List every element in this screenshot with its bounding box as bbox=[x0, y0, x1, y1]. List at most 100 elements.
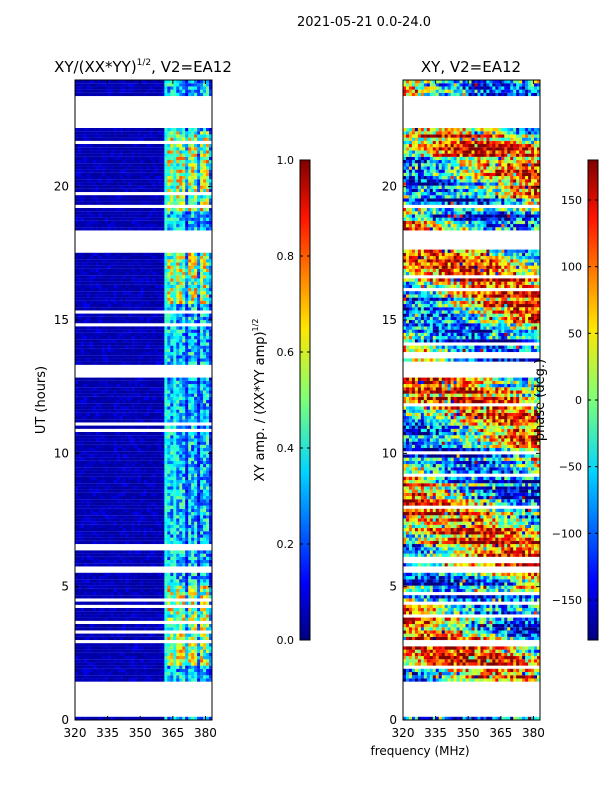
heatmap-cell bbox=[116, 572, 120, 577]
heatmap-cell bbox=[176, 339, 180, 343]
heatmap-cell bbox=[134, 393, 138, 397]
heatmap-cell bbox=[167, 675, 171, 679]
heatmap-cell bbox=[152, 358, 156, 362]
heatmap-cell bbox=[131, 307, 135, 311]
heatmap-cell bbox=[80, 608, 85, 612]
heatmap-cell bbox=[110, 470, 115, 474]
heatmap-cell bbox=[125, 646, 129, 650]
heatmap-cell bbox=[158, 649, 162, 653]
heatmap-cell bbox=[158, 320, 162, 324]
heatmap-cell bbox=[209, 480, 212, 484]
heatmap-cell bbox=[152, 486, 156, 490]
heatmap-cell bbox=[170, 496, 174, 500]
heatmap-cell bbox=[98, 662, 103, 666]
heatmap-cell bbox=[128, 451, 132, 455]
heatmap-cell bbox=[75, 476, 79, 481]
heatmap-cell bbox=[200, 409, 204, 413]
heatmap-cell bbox=[134, 505, 138, 509]
heatmap-cell bbox=[98, 508, 103, 513]
heatmap-cell bbox=[86, 576, 91, 580]
heatmap-cell bbox=[149, 329, 153, 333]
heatmap-cell bbox=[167, 656, 171, 660]
heatmap-cell bbox=[116, 553, 120, 557]
heatmap-cell bbox=[107, 291, 112, 295]
heatmap-cell bbox=[125, 636, 129, 641]
heatmap-cell bbox=[77, 502, 82, 506]
heatmap-cell bbox=[188, 451, 192, 455]
heatmap-cell bbox=[92, 297, 97, 301]
heatmap-cell bbox=[125, 528, 129, 532]
heatmap-cell bbox=[107, 390, 112, 394]
heatmap-cell bbox=[182, 377, 186, 381]
heatmap-cell bbox=[80, 512, 85, 516]
heatmap-cell bbox=[155, 412, 159, 417]
heatmap-cell bbox=[158, 300, 162, 305]
heatmap-cell bbox=[143, 524, 147, 529]
heatmap-cell bbox=[95, 531, 100, 535]
heatmap-cell bbox=[209, 524, 212, 529]
heatmap-cell bbox=[182, 313, 186, 317]
heatmap-cell bbox=[122, 304, 126, 308]
heatmap-cell bbox=[170, 528, 174, 532]
heatmap-cell bbox=[203, 444, 207, 449]
heatmap-cell bbox=[98, 627, 103, 631]
heatmap-cell bbox=[77, 505, 82, 509]
heatmap-cell bbox=[89, 464, 94, 468]
heatmap-cell bbox=[122, 297, 126, 301]
heatmap-cell bbox=[104, 297, 109, 301]
heatmap-cell bbox=[152, 361, 156, 365]
heatmap-cell bbox=[203, 291, 207, 295]
heatmap-cell bbox=[152, 534, 156, 538]
heatmap-cell bbox=[185, 425, 189, 429]
heatmap-cell bbox=[158, 403, 162, 407]
heatmap-cell bbox=[146, 288, 150, 292]
heatmap-cell bbox=[101, 531, 106, 535]
heatmap-cell bbox=[128, 531, 132, 535]
heatmap-cell bbox=[119, 675, 123, 679]
heatmap-cell bbox=[131, 560, 135, 564]
heatmap-cell bbox=[77, 537, 82, 541]
heatmap-cell bbox=[110, 419, 115, 423]
heatmap-cell bbox=[131, 540, 135, 545]
heatmap-cell bbox=[158, 454, 162, 458]
heatmap-cell bbox=[209, 313, 212, 317]
heatmap-cell bbox=[149, 281, 153, 285]
heatmap-cell bbox=[89, 387, 94, 391]
heatmap-cell bbox=[77, 646, 82, 650]
heatmap-cell bbox=[77, 473, 82, 477]
heatmap-cell bbox=[149, 499, 153, 503]
heatmap-cell bbox=[191, 400, 195, 404]
heatmap-cell bbox=[80, 579, 85, 583]
heatmap-cell bbox=[137, 556, 141, 561]
heatmap-cell bbox=[155, 633, 159, 637]
heatmap-cell bbox=[122, 585, 126, 589]
heatmap-cell bbox=[134, 556, 138, 561]
heatmap-cell bbox=[92, 560, 97, 564]
heatmap-cell bbox=[119, 451, 123, 455]
heatmap-cell bbox=[104, 560, 109, 564]
heatmap-cell bbox=[203, 624, 207, 628]
heatmap-cell bbox=[128, 585, 132, 589]
heatmap-cell bbox=[194, 470, 198, 474]
heatmap-cell bbox=[80, 672, 85, 676]
heatmap-cell bbox=[209, 592, 212, 596]
heatmap-cell bbox=[128, 406, 132, 410]
heatmap-cell bbox=[143, 380, 147, 385]
heatmap-cell bbox=[179, 460, 183, 465]
heatmap-cell bbox=[128, 384, 132, 388]
heatmap-cell bbox=[98, 617, 103, 621]
heatmap-cell bbox=[83, 588, 88, 593]
heatmap-cell bbox=[209, 636, 212, 641]
heatmap-cell bbox=[95, 361, 100, 365]
heatmap-cell bbox=[185, 582, 189, 586]
heatmap-cell bbox=[140, 348, 144, 353]
heatmap-cell bbox=[161, 435, 165, 439]
heatmap-cell bbox=[140, 614, 144, 618]
heatmap-cell bbox=[101, 473, 106, 477]
heatmap-cell bbox=[140, 512, 144, 516]
heatmap-cell bbox=[155, 656, 159, 660]
heatmap-cell bbox=[77, 627, 82, 631]
heatmap-cell bbox=[179, 595, 183, 599]
heatmap-cell bbox=[200, 550, 204, 554]
heatmap-cell bbox=[80, 592, 85, 596]
